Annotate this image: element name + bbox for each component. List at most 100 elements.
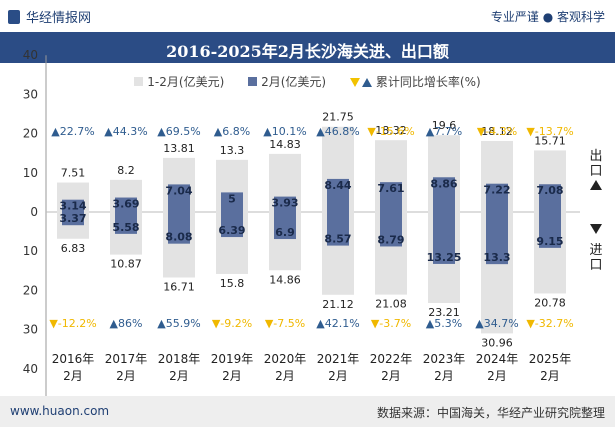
export-feb-label: 7.04 (165, 184, 192, 197)
export-feb-label: 8.44 (324, 179, 351, 192)
legend-down-triangle-icon (349, 78, 360, 87)
export-growth-label: ▲22.7% (51, 125, 94, 138)
y-tick-label: 30 (23, 87, 38, 101)
import-growth-label: ▲42.1% (316, 317, 359, 330)
side-label-export-char1: 出 (589, 149, 602, 164)
export-feb-bar (380, 182, 402, 212)
export-total-label: 18.32 (375, 124, 407, 137)
import-total-label: 21.08 (375, 298, 407, 311)
import-feb-label: 8.57 (324, 233, 351, 246)
export-feb-bar (115, 197, 137, 212)
import-feb-bar (274, 212, 296, 240)
legend-swatch-total (134, 77, 144, 86)
category-label-month: 2月 (275, 369, 295, 383)
export-feb-bar (168, 184, 190, 212)
import-feb-label: 9.15 (536, 235, 563, 248)
import-feb-bar (486, 212, 508, 265)
import-growth-label: ▼-32.7% (526, 317, 573, 330)
import-feb-label: 6.9 (275, 226, 295, 239)
export-feb-label: 3.69 (112, 198, 139, 211)
website-link[interactable]: www.huaon.com (10, 404, 110, 418)
export-feb-bar (62, 199, 84, 212)
brand: 华经情报网 (8, 7, 91, 26)
import-growth-label: ▼-9.2% (212, 317, 252, 330)
tagline: 专业严谨 ● 客观科学 (490, 10, 605, 24)
import-total-label: 30.96 (481, 336, 513, 349)
category-label-year: 2025年 (529, 352, 572, 366)
export-total-label: 8.2 (117, 164, 135, 177)
category-label-month: 2月 (540, 369, 560, 383)
category-label-year: 2024年 (476, 352, 519, 366)
footer-bar (0, 396, 615, 427)
import-feb-bar (380, 212, 402, 247)
export-total-label: 13.81 (163, 142, 195, 155)
import-feb-label: 13.25 (427, 251, 462, 264)
export-total-label: 14.83 (269, 138, 301, 151)
category-label-month: 2月 (169, 369, 189, 383)
export-growth-label: ▼-15.6% (367, 125, 414, 138)
category-label-year: 2019年 (211, 352, 254, 366)
side-label-import-char1: 进 (589, 243, 602, 258)
side-label-import-char2: 口 (589, 258, 602, 273)
import-growth-label: ▼-3.7% (371, 317, 411, 330)
import-feb-label: 3.37 (59, 212, 86, 225)
top-bar: 华经情报网 专业严谨 ● 客观科学 (0, 0, 615, 32)
export-feb-bar (539, 184, 561, 212)
data-source: 数据来源：中国海关，华经产业研究院整理 (376, 406, 605, 420)
y-tick-label: 10 (23, 244, 38, 258)
import-total-label: 10.87 (110, 258, 142, 271)
export-growth-label: ▲10.1% (263, 125, 306, 138)
export-total-label: 19.6 (432, 119, 457, 132)
import-feb-label: 13.3 (483, 251, 510, 264)
y-tick-label: 40 (23, 362, 38, 376)
category-label-month: 2月 (116, 369, 136, 383)
category-label-month: 2月 (63, 369, 83, 383)
import-arrow-down-icon (590, 224, 602, 234)
export-total-label: 15.71 (534, 134, 566, 147)
export-growth-label: ▲44.3% (104, 125, 147, 138)
import-total-label: 20.78 (534, 296, 566, 309)
legend: 1-2月(亿美元) 2月(亿美元) 累计同比增长率(%) (0, 73, 615, 90)
export-feb-bar (327, 178, 349, 212)
category-label-month: 2月 (222, 369, 242, 383)
export-feb-label: 7.61 (377, 182, 404, 195)
import-growth-label: ▲5.3% (426, 317, 462, 330)
y-tick-label: 20 (23, 127, 38, 141)
export-total-label: 21.75 (322, 111, 354, 124)
import-feb-label: 6.39 (218, 224, 245, 237)
import-total-label: 16.71 (163, 281, 195, 294)
brand-name: 华经情报网 (26, 11, 92, 26)
import-growth-label: ▲86% (110, 317, 143, 330)
export-feb-bar (221, 192, 243, 212)
export-feb-label: 5 (228, 192, 236, 205)
side-label-export-char2: 口 (589, 164, 602, 179)
export-growth-label: ▼-13.7% (526, 125, 573, 138)
export-feb-label: 3.14 (59, 200, 86, 213)
import-total-label: 23.21 (428, 306, 460, 319)
import-feb-bar (62, 212, 84, 226)
category-label-month: 2月 (487, 369, 507, 383)
import-feb-bar (539, 212, 561, 248)
export-feb-label: 8.86 (430, 177, 457, 190)
brand-logo-icon (8, 10, 20, 24)
category-label-year: 2017年 (105, 352, 148, 366)
export-feb-label: 3.93 (271, 197, 298, 210)
import-feb-label: 8.79 (377, 233, 404, 246)
export-feb-bar (433, 177, 455, 212)
category-label-month: 2月 (328, 369, 348, 383)
export-growth-label: ▲7.7% (426, 125, 462, 138)
legend-item-growth: 累计同比增长率(%) (349, 73, 481, 90)
category-label-year: 2018年 (158, 352, 201, 366)
import-feb-label: 5.58 (112, 221, 139, 234)
y-tick-label: 20 (23, 283, 38, 297)
legend-swatch-feb (248, 77, 258, 86)
y-tick-label: 10 (23, 166, 38, 180)
legend-up-triangle-icon (361, 78, 372, 87)
export-growth-label: ▲6.8% (214, 125, 250, 138)
legend-item-total: 1-2月(亿美元) (134, 73, 224, 90)
category-label-year: 2020年 (264, 352, 307, 366)
export-feb-label: 7.08 (536, 184, 563, 197)
export-feb-label: 7.22 (483, 184, 510, 197)
export-feb-bar (486, 183, 508, 212)
export-arrow-up-icon (590, 180, 602, 190)
